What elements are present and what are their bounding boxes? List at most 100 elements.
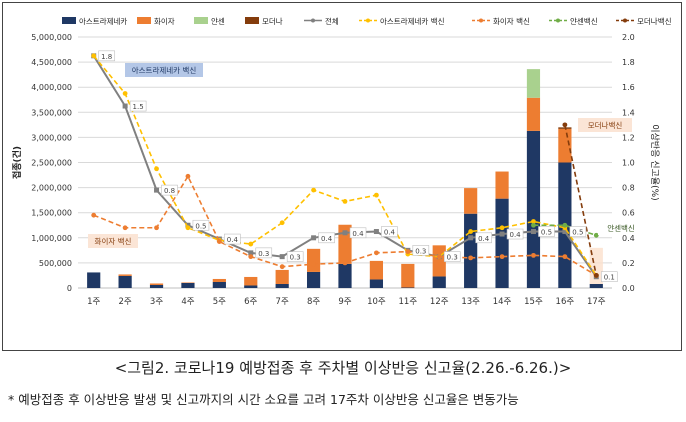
series-point — [405, 249, 411, 255]
y-left-axis-title: 접종(건) — [11, 146, 23, 179]
legend-item: 아스트라제네카 — [62, 16, 127, 26]
legend-label: 얀센백신 — [570, 16, 598, 26]
data-label: 0.4 — [349, 227, 367, 239]
series-point — [122, 91, 128, 96]
legend-label: 화이자 백신 — [493, 16, 530, 26]
y-left-tick-label: 2,000,000 — [31, 184, 72, 193]
y-right-tick-label: 2.0 — [622, 33, 635, 42]
legend-swatch — [194, 17, 208, 24]
legend-item: 얀센 — [194, 16, 225, 26]
x-tick-label: 3주 — [150, 297, 163, 307]
data-label-box — [475, 232, 492, 244]
x-tick-label: 12주 — [430, 297, 449, 307]
data-label-text: 1.5 — [133, 103, 144, 111]
data-label: 0.4 — [224, 233, 241, 245]
series-line — [533, 224, 597, 237]
series-point — [531, 252, 536, 258]
data-label: 0.3 — [286, 251, 304, 262]
data-label-text: 0.4 — [352, 230, 364, 238]
data-label: 0.5 — [192, 219, 210, 231]
series-point — [562, 222, 568, 228]
bar-segment — [369, 260, 384, 280]
series-point — [499, 231, 505, 237]
legend-item: 모더나백신 — [616, 16, 672, 26]
y-right-tick-label: 0.8 — [622, 184, 635, 193]
x-tick-label: 8주 — [307, 297, 320, 307]
data-label-box — [192, 219, 210, 231]
bar-segment — [118, 275, 132, 288]
data-label: 1.5 — [129, 100, 147, 112]
series-point — [91, 53, 97, 59]
data-label: 0.3 — [255, 247, 273, 259]
bar-segment — [589, 283, 603, 288]
bar-segment — [181, 282, 195, 283]
x-tick-label: 13주 — [461, 297, 480, 307]
series-point — [562, 254, 568, 260]
y-right-tick-label: 0.4 — [622, 234, 635, 243]
data-label-box — [255, 247, 273, 259]
bar-segment — [464, 188, 478, 214]
legend-marker — [311, 18, 315, 23]
x-tick-label: 9주 — [338, 297, 351, 307]
bar-segment — [401, 263, 415, 288]
series-point — [499, 225, 505, 231]
y-left-tick-label: 4,500,000 — [31, 58, 72, 67]
legend-swatch — [245, 17, 259, 24]
y-right-tick-label: 0.0 — [622, 284, 635, 293]
data-label-text: 0.3 — [415, 247, 426, 255]
legend-swatch — [62, 17, 76, 24]
legend-marker — [623, 18, 627, 23]
y-left-tick-label: 3,000,000 — [31, 133, 72, 142]
legend-marker — [366, 18, 370, 23]
series-point — [436, 254, 442, 260]
x-tick-label: 5주 — [213, 297, 226, 307]
annotation-text: 모더나백신 — [588, 120, 623, 130]
legend-item: 화이자 백신 — [472, 16, 530, 26]
figure-note: * 예방접종 후 이상반응 발생 및 신고까지의 시간 소요를 고려 17주차 … — [8, 392, 519, 407]
data-label-text: 0.4 — [384, 229, 396, 237]
data-label: 0.4 — [318, 232, 335, 244]
series-point — [279, 264, 285, 270]
series-point — [154, 225, 159, 231]
series-point — [373, 229, 379, 235]
data-label-box — [600, 271, 618, 283]
bar-segment — [526, 97, 541, 131]
bar-segment — [212, 278, 226, 282]
y-left-tick-label: 0 — [67, 284, 72, 293]
bar-segment — [149, 284, 164, 288]
bar-segment — [526, 69, 541, 98]
y-right-tick-label: 1.4 — [622, 108, 635, 117]
series-point — [468, 235, 474, 241]
data-label: 0.8 — [161, 184, 178, 196]
series-point — [530, 229, 536, 235]
legend-label: 전체 — [325, 16, 339, 26]
series-point — [531, 222, 536, 228]
y-right-tick-label: 0.2 — [622, 259, 635, 268]
bar-segment — [432, 245, 446, 277]
legend-item: 얀센백신 — [549, 16, 598, 26]
data-label-box — [224, 233, 241, 245]
data-label: 0.4 — [381, 226, 398, 237]
data-label-box — [286, 251, 304, 262]
legend-label: 아스트라제네카 — [79, 16, 127, 26]
data-label-box — [412, 245, 430, 256]
series-point — [91, 212, 97, 218]
x-tick-label: 4주 — [181, 297, 194, 307]
y-right-tick-label: 1.0 — [622, 159, 635, 168]
legend-item: 아스트라제네카 백신 — [359, 16, 445, 26]
data-label-text: 0.8 — [164, 187, 175, 195]
series-point — [185, 225, 191, 231]
bar-segment — [338, 263, 352, 288]
y-right-tick-label: 1.2 — [622, 133, 635, 142]
chart-frame — [2, 2, 682, 351]
series-point — [154, 166, 159, 172]
y-right-tick-label: 0.6 — [622, 209, 635, 218]
legend-item: 전체 — [304, 16, 339, 26]
x-tick-label: 16주 — [556, 297, 575, 307]
bar-segment — [87, 272, 101, 288]
x-tick-label: 10주 — [367, 297, 386, 307]
data-label: 0.4 — [506, 228, 524, 240]
annotation-text: 화이자 백신 — [95, 236, 132, 246]
series-point — [593, 232, 599, 238]
series-point — [374, 250, 379, 256]
